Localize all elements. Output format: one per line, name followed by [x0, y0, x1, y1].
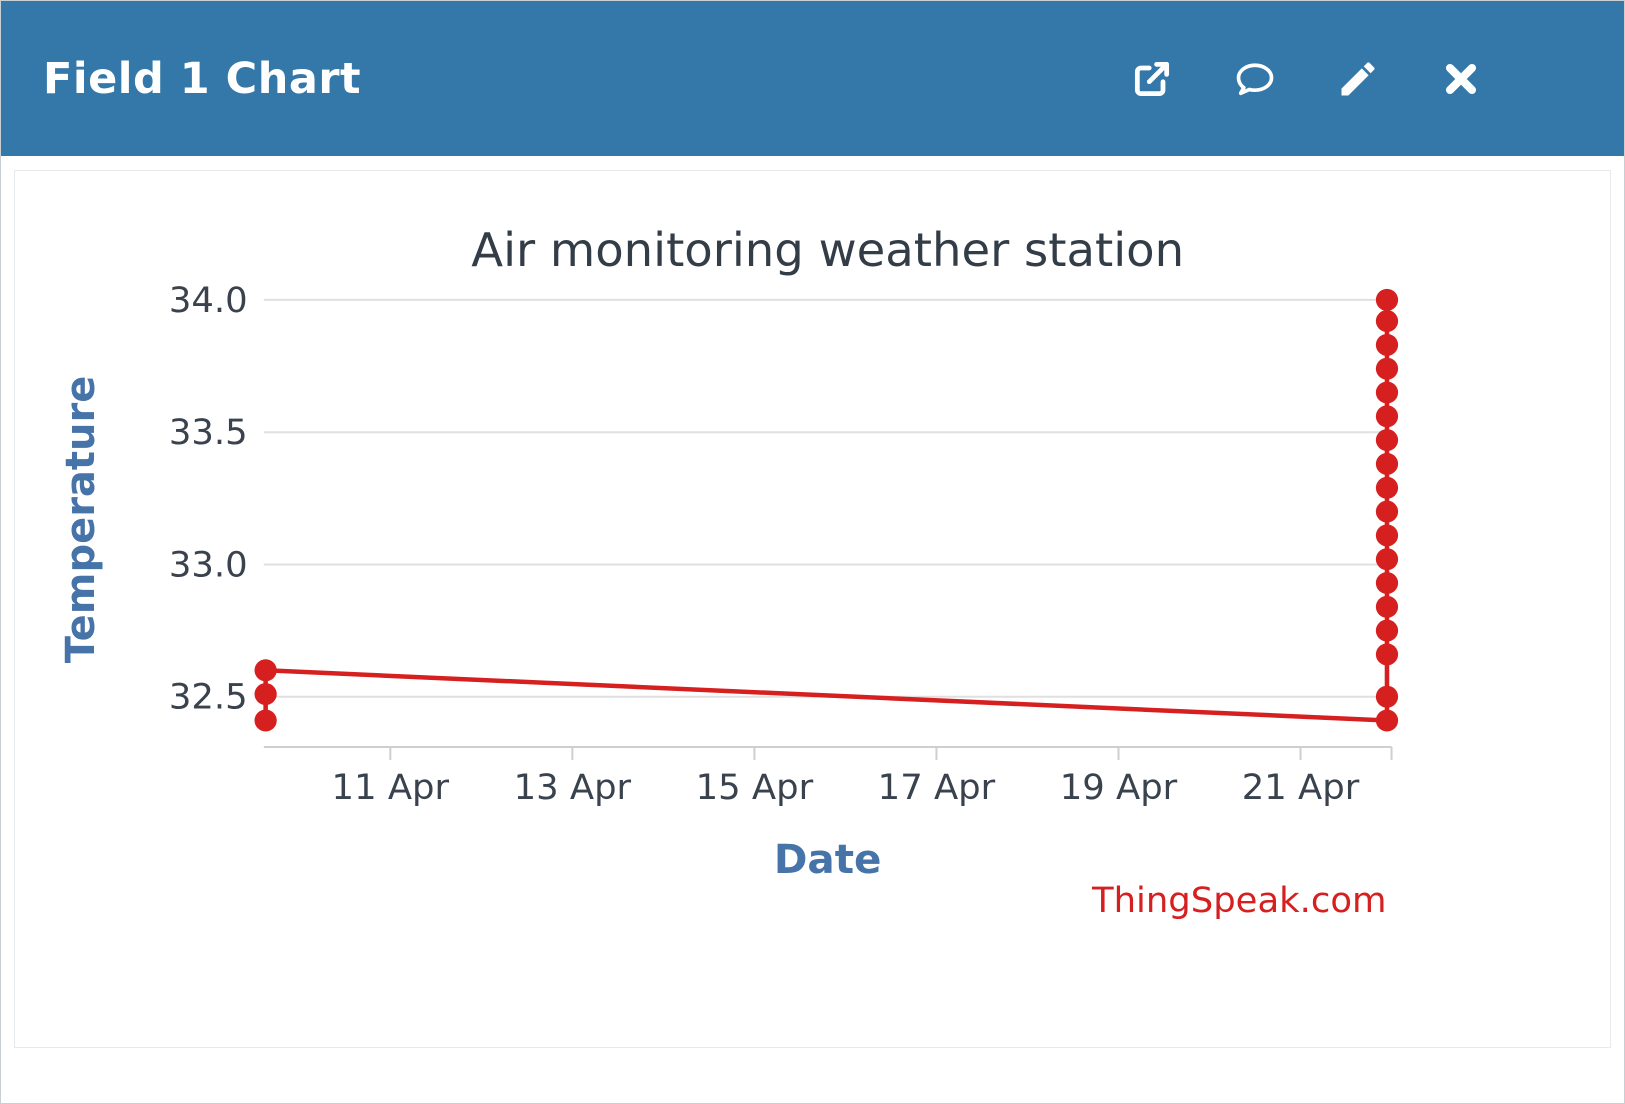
pencil-icon — [1341, 61, 1375, 95]
data-point — [254, 659, 277, 682]
widget-toolbar — [1129, 56, 1484, 102]
data-point — [1375, 709, 1399, 732]
widget-title: Field 1 Chart — [43, 53, 362, 104]
data-point — [1375, 288, 1399, 311]
data-point — [1375, 619, 1399, 642]
data-point — [1375, 357, 1399, 380]
widget-header: Field 1 Chart — [1, 1, 1624, 156]
data-point — [1375, 572, 1399, 594]
data-point — [254, 709, 277, 732]
data-point — [1375, 381, 1399, 404]
data-point — [1375, 548, 1399, 571]
x-tick-label: 19 Apr — [1060, 767, 1178, 808]
chart-title: Air monitoring weather station — [471, 223, 1184, 277]
export-chart-button[interactable] — [1129, 56, 1175, 102]
data-point — [1375, 452, 1399, 475]
x-tick-label: 13 Apr — [514, 767, 632, 808]
x-axis-label: Date — [774, 837, 882, 883]
data-point — [1375, 476, 1399, 499]
chart-panel: 11 Apr 13 Apr 15 Apr 17 Apr 19 Apr 21 Apr 34.0… — [14, 170, 1611, 1048]
external-link-icon — [1134, 61, 1170, 96]
y-tick-label: 34.0 — [169, 280, 248, 321]
data-point — [1375, 643, 1399, 666]
x-tick-label: 21 Apr — [1242, 767, 1360, 808]
data-point — [1375, 524, 1399, 547]
temperature-line-chart: 11 Apr 13 Apr 15 Apr 17 Apr 19 Apr 21 Apr 34.0… — [58, 223, 1399, 921]
y-tick-label: 32.5 — [169, 677, 248, 718]
series-line — [263, 299, 1390, 723]
data-point — [1375, 405, 1399, 428]
data-point — [1375, 685, 1399, 708]
data-point — [1375, 333, 1399, 356]
edit-button[interactable] — [1335, 56, 1381, 102]
x-tick-label: 15 Apr — [696, 767, 814, 808]
x-tick-label: 17 Apr — [878, 767, 996, 808]
widget-body: 11 Apr 13 Apr 15 Apr 17 Apr 19 Apr 21 Apr 34.0… — [1, 156, 1624, 1103]
x-icon — [1445, 63, 1477, 94]
data-point — [1375, 595, 1399, 618]
data-point — [1375, 500, 1399, 523]
y-axis-label: Temperature — [58, 376, 104, 664]
data-point — [1375, 429, 1399, 452]
data-point — [254, 683, 277, 706]
comment-button[interactable] — [1232, 56, 1278, 102]
y-tick-label: 33.0 — [169, 545, 248, 586]
thingspeak-link[interactable]: ThingSpeak.com — [1091, 880, 1386, 921]
data-point — [1375, 310, 1399, 333]
close-button[interactable] — [1438, 56, 1484, 102]
x-tick-label: 11 Apr — [332, 767, 450, 808]
y-tick-label: 33.5 — [169, 412, 248, 453]
speech-bubble-icon — [1236, 62, 1274, 95]
